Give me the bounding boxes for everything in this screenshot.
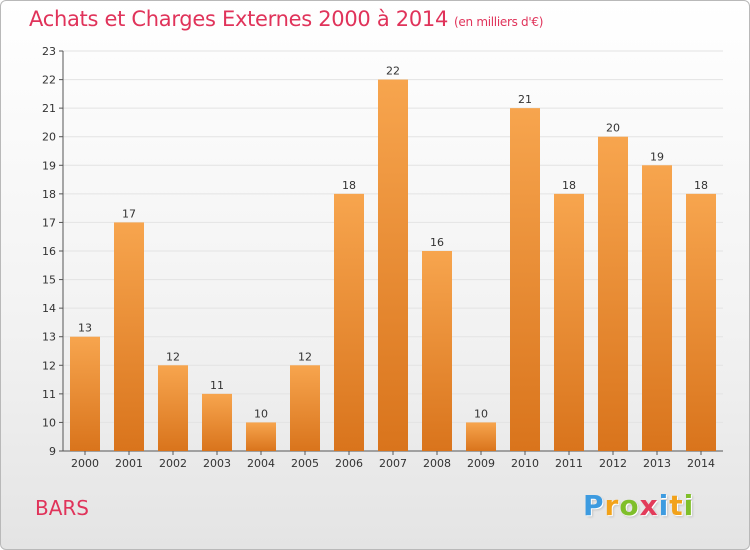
y-tick-label: 18 (42, 188, 56, 201)
x-tick-label: 2009 (467, 457, 495, 470)
bar-value-label: 20 (606, 122, 620, 135)
bar-value-label: 18 (562, 179, 576, 192)
y-tick-label: 20 (42, 131, 56, 144)
y-tick-label: 21 (42, 102, 56, 115)
x-tick-label: 2004 (247, 457, 275, 470)
x-tick-label: 2003 (203, 457, 231, 470)
x-tick-label: 2006 (335, 457, 363, 470)
bar (642, 165, 672, 452)
logo-letter: i (683, 489, 695, 522)
y-tick-label: 19 (42, 159, 56, 172)
chart-title: Achats et Charges Externes 2000 à 2014 (e… (29, 7, 543, 31)
y-tick-label: 10 (42, 416, 56, 429)
x-tick-label: 2001 (115, 457, 143, 470)
y-tick-label: 11 (42, 388, 56, 401)
logo-letter: i (658, 489, 670, 522)
x-tick-label: 2011 (555, 457, 583, 470)
bar (158, 365, 188, 451)
bar-value-label: 13 (78, 322, 92, 335)
bar (334, 193, 364, 451)
bar-value-label: 17 (122, 207, 136, 220)
logo-letter: P (583, 489, 605, 522)
x-tick-label: 2014 (687, 457, 715, 470)
x-tick-label: 2000 (71, 457, 99, 470)
bar (510, 108, 540, 452)
y-tick-label: 22 (42, 74, 56, 87)
x-tick-label: 2008 (423, 457, 451, 470)
bar (202, 393, 232, 451)
chart-subtitle: (en milliers d'€) (454, 15, 544, 29)
bar-value-label: 10 (254, 407, 268, 420)
bar (554, 193, 584, 451)
y-tick-label: 15 (42, 274, 56, 287)
bar-value-label: 22 (386, 65, 400, 78)
bar (686, 193, 716, 451)
bar (598, 136, 628, 451)
bar (466, 422, 496, 451)
chart-title-text: Achats et Charges Externes 2000 à 2014 (29, 7, 449, 31)
y-tick-label: 14 (42, 302, 56, 315)
x-tick-label: 2012 (599, 457, 627, 470)
bar-value-label: 18 (342, 179, 356, 192)
bar (114, 222, 144, 451)
x-tick-label: 2005 (291, 457, 319, 470)
bar-value-label: 18 (694, 179, 708, 192)
bar (378, 79, 408, 452)
bar (290, 365, 320, 451)
x-tick-label: 2007 (379, 457, 407, 470)
y-tick-label: 17 (42, 216, 56, 229)
logo-letter: o (619, 489, 640, 522)
bar (422, 251, 452, 451)
bar-value-label: 21 (518, 93, 532, 106)
bar (246, 422, 276, 451)
y-tick-label: 23 (42, 45, 56, 58)
y-tick-label: 13 (42, 331, 56, 344)
proxiti-logo: Proxiti (583, 489, 694, 522)
logo-letter: r (604, 489, 620, 522)
y-tick-label: 9 (49, 445, 56, 458)
bar-value-label: 16 (430, 236, 444, 249)
place-name: BARS (35, 496, 89, 520)
y-tick-label: 12 (42, 359, 56, 372)
bar-value-label: 11 (210, 379, 224, 392)
bar-value-label: 19 (650, 150, 664, 163)
logo-letter: x (639, 489, 659, 522)
x-tick-label: 2013 (643, 457, 671, 470)
y-tick-label: 16 (42, 245, 56, 258)
bar-value-label: 10 (474, 407, 488, 420)
logo-letter: t (669, 489, 684, 522)
bar-value-label: 12 (298, 350, 312, 363)
bar (70, 336, 100, 451)
x-tick-label: 2002 (159, 457, 187, 470)
bar-value-label: 12 (166, 350, 180, 363)
x-tick-label: 2010 (511, 457, 539, 470)
